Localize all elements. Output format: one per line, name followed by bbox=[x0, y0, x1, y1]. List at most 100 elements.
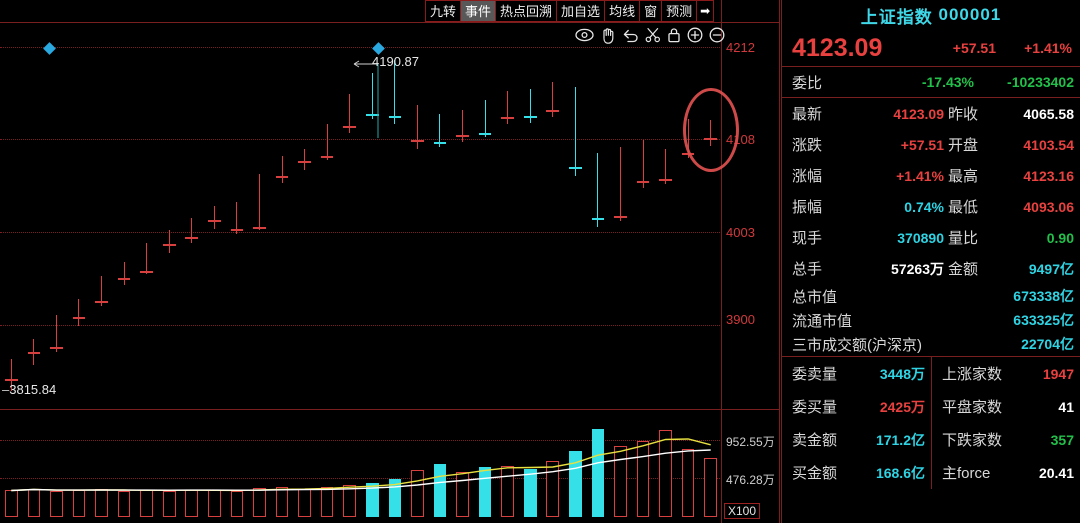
quote-row-label: 振幅 bbox=[792, 199, 823, 216]
volume-ma-lines bbox=[11, 438, 711, 492]
candle bbox=[27, 338, 41, 366]
undo-icon[interactable] bbox=[622, 28, 639, 43]
candle-body bbox=[659, 179, 672, 182]
volume-bar bbox=[659, 429, 672, 517]
candle-body bbox=[411, 140, 424, 143]
volume-bar bbox=[230, 491, 244, 517]
candlestick-series bbox=[0, 30, 722, 405]
volume-bar bbox=[253, 487, 266, 517]
volume-bar bbox=[456, 472, 469, 517]
breadth-section: 委卖量 3448万 委买量 2425万 卖金额 171.2亿 买金额 168.6亿 上涨家数 1… bbox=[782, 356, 1080, 489]
price-change: +57.51 bbox=[952, 40, 996, 56]
candle bbox=[501, 90, 514, 125]
quote-row-value: +1.41% bbox=[896, 167, 944, 184]
price-tick-2: 4003 bbox=[726, 225, 755, 240]
summary-row: 三市成交额(沪深京) 22704亿 bbox=[782, 332, 1080, 356]
candle bbox=[659, 149, 672, 185]
candle-body bbox=[50, 346, 63, 349]
candle-body bbox=[614, 216, 627, 219]
order-stat-row: 卖金额 171.2亿 bbox=[782, 423, 931, 456]
grid-line bbox=[0, 478, 720, 479]
volume-ma-line bbox=[11, 438, 711, 492]
scissors-icon[interactable] bbox=[645, 27, 661, 43]
candle-wick bbox=[326, 124, 328, 160]
order-stats-column: 委卖量 3448万 委买量 2425万 卖金额 171.2亿 买金额 168.6亿 bbox=[782, 357, 931, 489]
candle bbox=[320, 124, 334, 160]
candle-body bbox=[230, 228, 244, 231]
quote-row-label2: 开盘 bbox=[947, 137, 978, 154]
candle-body bbox=[636, 180, 650, 183]
candle bbox=[343, 94, 357, 134]
order-stat-row-label: 买金额 bbox=[792, 465, 838, 482]
zoom-in-icon[interactable] bbox=[687, 27, 703, 43]
summary-row: 流通市值 633325亿 bbox=[782, 308, 1080, 332]
last-price: 4123.09 bbox=[792, 33, 883, 62]
order-stat-row-label: 委卖量 bbox=[792, 366, 838, 383]
eye-icon[interactable] bbox=[575, 28, 594, 42]
candle-wick bbox=[574, 87, 576, 176]
chart-right-frame bbox=[721, 0, 722, 523]
price-tick-0: 4212 bbox=[726, 40, 755, 55]
hand-icon[interactable] bbox=[600, 27, 616, 44]
quote-row-label: 涨幅 bbox=[792, 168, 823, 185]
volume-bar bbox=[388, 479, 402, 517]
candle-wick bbox=[529, 89, 531, 123]
volume-bar bbox=[523, 468, 537, 517]
candle-body bbox=[433, 142, 447, 145]
breadth-row-value: 1947 bbox=[1042, 365, 1074, 382]
quote-row-value2: -10233402 bbox=[1007, 74, 1074, 90]
candle-body bbox=[388, 115, 402, 118]
toolbar-tab-3[interactable]: 加自选 bbox=[556, 0, 605, 22]
candle-wick bbox=[371, 73, 373, 120]
summary-label: 三市成交额(沪深京) bbox=[792, 336, 922, 354]
order-stat-row-label: 卖金额 bbox=[792, 432, 838, 449]
toolbar-more-arrow-icon[interactable]: ➡ bbox=[696, 0, 715, 22]
summary-value: 22704亿 bbox=[1021, 336, 1074, 352]
toolbar-tab-5[interactable]: 窗 bbox=[639, 0, 662, 22]
high-pointer bbox=[353, 60, 379, 138]
instrument-title: 上证指数 000001 bbox=[782, 0, 1080, 30]
breadth-row-value: 357 bbox=[1050, 431, 1074, 448]
volume-bar bbox=[636, 441, 650, 517]
order-stat-row-value: 2425万 bbox=[879, 398, 925, 415]
candle-body bbox=[27, 352, 41, 355]
candle-wick bbox=[191, 217, 193, 243]
candle-wick bbox=[281, 156, 283, 183]
candle-wick bbox=[619, 147, 621, 222]
toolbar-tab-2[interactable]: 热点回溯 bbox=[495, 0, 557, 22]
candle bbox=[591, 152, 605, 227]
volume-bar bbox=[162, 490, 176, 517]
candle-wick bbox=[439, 113, 441, 148]
lock-icon[interactable] bbox=[667, 27, 681, 43]
volume-bar bbox=[343, 485, 357, 517]
summary-label: 总市值 bbox=[792, 288, 838, 306]
quote-row: 委比 -17.43% -10233402 bbox=[782, 67, 1080, 98]
candle-body bbox=[95, 300, 108, 303]
quote-row-value: 57263万 bbox=[891, 260, 944, 277]
quote-row-value: 4123.09 bbox=[893, 105, 944, 122]
toolbar-tab-6[interactable]: 预测 bbox=[661, 0, 697, 22]
toolbar-tab-0[interactable]: 九转 bbox=[425, 0, 461, 22]
quote-row-label: 总手 bbox=[792, 261, 823, 278]
high-annotation: 4190.87 bbox=[372, 54, 419, 69]
candle bbox=[411, 105, 424, 150]
candle bbox=[208, 205, 221, 229]
candle bbox=[523, 89, 537, 123]
quote-row-value: 0.74% bbox=[904, 198, 944, 215]
candle bbox=[50, 315, 63, 353]
candle-wick bbox=[78, 299, 80, 326]
zoom-out-icon[interactable] bbox=[709, 27, 725, 43]
price-tick-3: 3900 bbox=[726, 312, 755, 327]
chart-pane: 九转 事件 热点回溯 加自选 均线窗预测 ➡ bbox=[0, 0, 780, 523]
candle bbox=[185, 217, 199, 243]
candle bbox=[72, 299, 86, 326]
candle bbox=[275, 156, 289, 183]
quote-row: 总手 57263万 金额 9497亿 bbox=[782, 253, 1080, 284]
candle-body bbox=[546, 110, 560, 113]
order-stat-row-label: 委买量 bbox=[792, 399, 838, 416]
order-stat-row-value: 3448万 bbox=[879, 365, 925, 382]
toolbar-tab-4[interactable]: 均线 bbox=[604, 0, 640, 22]
toolbar-tab-1[interactable]: 事件 bbox=[460, 0, 496, 22]
drawing-tools bbox=[575, 24, 725, 46]
grid-line bbox=[0, 440, 720, 441]
